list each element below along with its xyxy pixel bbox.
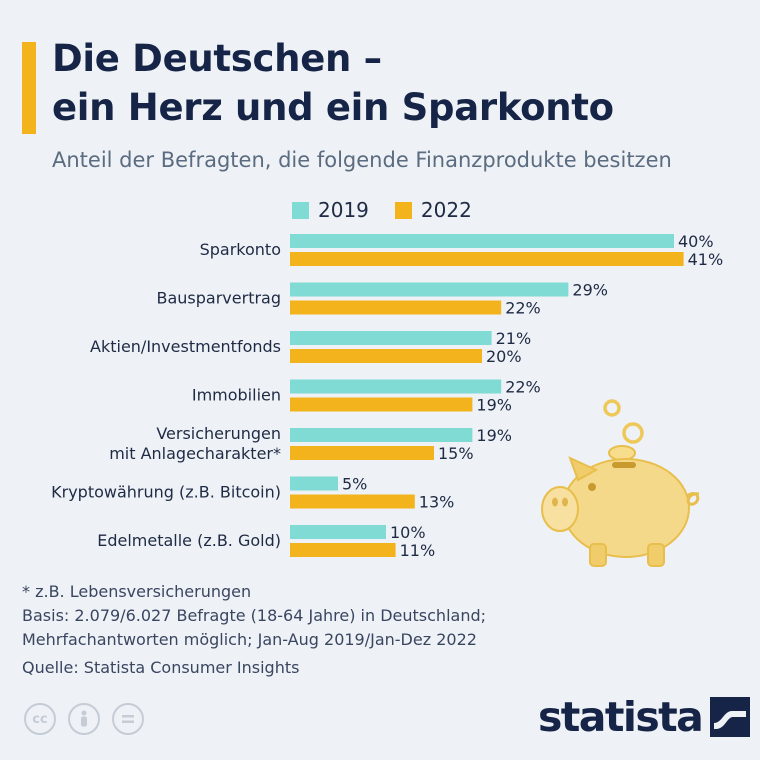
footnote-basis-1: Basis: 2.079/6.027 Befragte (18-64 Jahre… xyxy=(22,606,486,625)
value-label: 22% xyxy=(505,299,541,318)
value-label: 22% xyxy=(505,378,541,397)
piggy-tail xyxy=(686,492,700,506)
category-label: Sparkonto xyxy=(200,240,281,259)
brand-logo[interactable]: statista xyxy=(538,693,751,741)
bar-2022 xyxy=(290,446,434,460)
title-accent-bar xyxy=(22,42,36,134)
subtitle: Anteil der Befragten, die folgende Finan… xyxy=(52,148,672,172)
title-line-1: Die Deutschen – xyxy=(52,37,382,80)
page-title: Die Deutschen – ein Herz und ein Sparkon… xyxy=(52,34,614,132)
bar-2022 xyxy=(290,397,473,412)
bar-2022 xyxy=(290,252,684,266)
legend-item-2022: 2022 xyxy=(394,198,472,222)
legend-item-2019: 2019 xyxy=(292,198,369,222)
category-label: mit Anlagecharakter* xyxy=(109,444,281,463)
category-label: Aktien/Investmentfonds xyxy=(90,337,281,356)
piggy-nostril xyxy=(552,497,558,507)
category-label: Immobilien xyxy=(192,386,281,405)
bar-2019 xyxy=(290,282,569,297)
bar-2019 xyxy=(290,379,502,394)
piggy-leg xyxy=(589,543,607,567)
bar-2022 xyxy=(290,300,502,315)
value-label: 40% xyxy=(678,232,714,251)
value-label: 5% xyxy=(342,475,367,494)
coin-bubble-icon xyxy=(603,399,621,417)
bar-2022 xyxy=(290,543,396,557)
value-label: 20% xyxy=(486,347,522,366)
piggy-leg xyxy=(647,543,665,567)
footnote-asterisk: * z.B. Lebensversicherungen xyxy=(22,582,252,601)
coin-slot xyxy=(612,462,636,468)
piggy-snout xyxy=(541,486,579,532)
category-label: Kryptowährung (z.B. Bitcoin) xyxy=(51,483,281,502)
cc-icon[interactable]: cc xyxy=(24,703,56,735)
value-label: 41% xyxy=(688,250,724,269)
source-note: Quelle: Statista Consumer Insights xyxy=(22,658,300,677)
legend-swatch-2019 xyxy=(292,201,309,219)
value-label: 15% xyxy=(438,444,474,463)
license-icons: cc xyxy=(24,703,156,735)
bar-2019 xyxy=(290,331,492,345)
legend-swatch-2022 xyxy=(394,201,412,219)
bar-2019 xyxy=(290,234,674,248)
piggy-bank-illustration xyxy=(541,399,700,567)
brand-wordmark: statista xyxy=(538,693,704,741)
value-label: 29% xyxy=(572,281,608,300)
footnotes: * z.B. Lebensversicherungen Basis: 2.079… xyxy=(22,580,486,680)
bar-2022 xyxy=(290,494,415,509)
coin-bubble-icon xyxy=(622,422,644,444)
value-label: 19% xyxy=(476,426,512,445)
legend-label-2019: 2019 xyxy=(318,198,369,222)
value-label: 10% xyxy=(390,523,426,542)
bar-2019 xyxy=(290,525,386,539)
chart-legend: 2019 2022 xyxy=(292,198,498,222)
value-label: 21% xyxy=(496,329,532,348)
legend-label-2022: 2022 xyxy=(420,198,472,222)
statista-logo-icon xyxy=(710,697,751,737)
piggy-ear xyxy=(568,456,599,482)
no-derivatives-icon[interactable] xyxy=(112,703,144,735)
category-label: Edelmetalle (z.B. Gold) xyxy=(97,531,281,550)
category-label: Bausparvertrag xyxy=(157,289,282,308)
attribution-icon[interactable] xyxy=(68,703,100,735)
bar-2019 xyxy=(290,476,338,491)
piggy-nostril xyxy=(562,497,568,507)
bar-2019 xyxy=(290,428,473,442)
bar-2022 xyxy=(290,349,482,363)
value-label: 11% xyxy=(400,541,436,560)
coin-icon xyxy=(608,445,636,461)
value-label: 13% xyxy=(419,493,455,512)
value-label: 19% xyxy=(476,396,512,415)
category-label: Versicherungen xyxy=(156,424,281,443)
piggy-eye xyxy=(588,483,596,491)
title-line-2: ein Herz und ein Sparkonto xyxy=(52,86,614,129)
footnote-basis-2: Mehrfachantworten möglich; Jan-Aug 2019/… xyxy=(22,630,477,649)
